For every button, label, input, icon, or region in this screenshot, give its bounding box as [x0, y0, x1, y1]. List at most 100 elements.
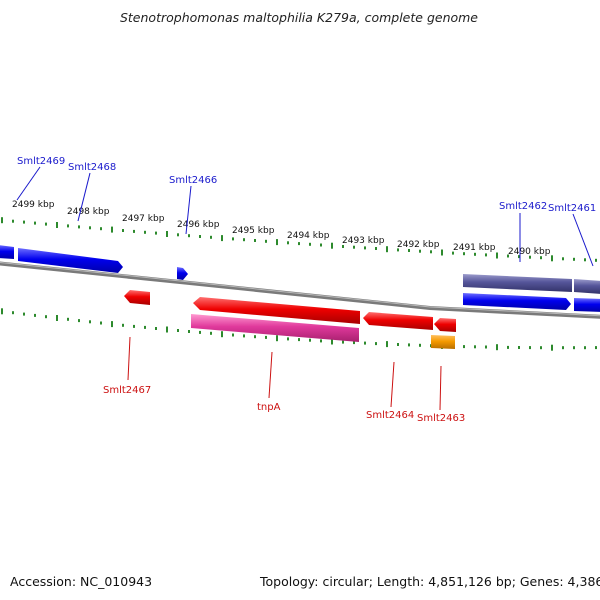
scale-bottom-tick [45, 315, 47, 319]
scale-top-tick [364, 246, 366, 250]
leader-tnpa [268, 351, 273, 399]
scale-bottom-tick [419, 343, 421, 347]
scale-bottom-tick [56, 315, 58, 321]
scale-top-tick [540, 256, 542, 260]
scale-top-tick [562, 257, 564, 261]
scale-top-tick [529, 255, 531, 259]
gene-label-smlt2467[interactable]: Smlt2467 [103, 385, 151, 396]
scale-bottom-tick [78, 319, 80, 323]
scale-top-tick [188, 234, 190, 238]
scale-top-tick [67, 224, 69, 228]
scale-top-tick [221, 235, 223, 242]
scale-top-tick [518, 255, 520, 259]
gene-label-smlt2463[interactable]: Smlt2463 [417, 413, 465, 424]
scale-top-tick [210, 235, 212, 239]
leader-smlt2464 [390, 361, 395, 408]
gene-label-smlt2468[interactable]: Smlt2468 [68, 162, 116, 173]
scale-top-tick [78, 225, 80, 229]
gene-label-smlt2466[interactable]: Smlt2466 [169, 175, 217, 186]
gene-arrow-smlt2468[interactable] [18, 248, 123, 273]
scale-top-tick [342, 245, 344, 248]
scale-top-tick [254, 239, 256, 242]
scale-top-tick [89, 226, 91, 230]
gene-box-smlt2461-rna[interactable] [574, 279, 600, 294]
scale-bottom-tick [595, 346, 597, 350]
gene-label-smlt2464[interactable]: Smlt2464 [366, 410, 414, 421]
scale-bottom-tick [166, 326, 168, 333]
genome-backbone-highlight [0, 262, 600, 317]
gene-arrow-smlt2463[interactable] [434, 318, 456, 332]
scale-label-2497: 2497 kbp [122, 214, 165, 224]
scale-top-tick [144, 230, 146, 234]
genome-backbone [0, 261, 600, 319]
scale-bottom-tick [34, 313, 36, 317]
scale-top-tick [287, 241, 289, 245]
scale-bottom-tick [221, 331, 223, 338]
gene-arrow-tnpa[interactable] [193, 297, 360, 324]
cds-box-tnpa[interactable] [191, 314, 359, 342]
scale-bottom-tick [89, 320, 91, 324]
scale-label-2492: 2492 kbp [397, 240, 440, 250]
scale-top-tick [551, 255, 553, 262]
scale-top-tick [155, 231, 157, 235]
scale-top-tick [595, 258, 597, 262]
scale-bottom-tick [463, 345, 465, 349]
scale-bottom-tick [232, 333, 234, 337]
leader-smlt2463 [439, 365, 442, 411]
scale-label-2496: 2496 kbp [177, 220, 220, 230]
scale-top-tick [309, 242, 311, 246]
gene-arrow-smlt2469[interactable] [0, 245, 14, 259]
gene-box-smlt2462-rna[interactable] [463, 274, 572, 292]
scale-bottom-tick [584, 346, 586, 350]
scale-label-2494: 2494 kbp [287, 231, 330, 241]
gene-label-smlt2469[interactable]: Smlt2469 [17, 156, 65, 167]
scale-bottom-tick [331, 338, 333, 345]
scale-bottom-tick [243, 334, 245, 338]
scale-top-tick [452, 251, 454, 255]
scale-bottom-tick [397, 343, 399, 346]
scale-top-tick [573, 257, 575, 261]
scale-bottom-tick [210, 331, 212, 335]
scale-top-tick [353, 245, 355, 249]
misc-box-smlt2463[interactable] [431, 335, 455, 349]
scale-bottom-tick [540, 346, 542, 350]
scale-bottom-tick [353, 341, 355, 345]
leader-smlt2466 [185, 185, 192, 235]
scale-top-tick [375, 247, 377, 250]
scale-top-tick [12, 219, 14, 223]
scale-top-tick [1, 217, 3, 224]
gene-arrow-smlt2467[interactable] [124, 290, 150, 305]
gene-arrow-smlt2462[interactable] [463, 293, 571, 310]
scale-bottom-tick [111, 321, 113, 328]
gene-label-smlt2461[interactable]: Smlt2461 [548, 203, 596, 214]
scale-bottom-tick [12, 311, 14, 315]
gene-arrow-smlt2466[interactable] [177, 267, 188, 280]
accession-text: Accession: NC_010943 [10, 574, 153, 589]
scale-top-tick [397, 248, 399, 252]
scale-label-2499: 2499 kbp [12, 200, 55, 210]
scale-top-tick [507, 254, 509, 258]
scale-bottom-tick [375, 342, 377, 346]
scale-bottom-tick [155, 327, 157, 330]
scale-top-tick [320, 243, 322, 247]
gene-arrow-smlt2461[interactable] [574, 298, 600, 312]
scale-top-tick [199, 235, 201, 238]
scale-bottom-tick [342, 340, 344, 344]
scale-bottom-tick [23, 312, 25, 316]
scale-label-2495: 2495 kbp [232, 226, 275, 236]
gene-label-tnpa[interactable]: tnpA [257, 402, 281, 413]
scale-top-tick [485, 253, 487, 257]
scale-bottom-tick [309, 338, 311, 342]
scale-ticks-top [1, 217, 597, 262]
gene-label-smlt2462[interactable]: Smlt2462 [499, 201, 547, 212]
topology-text: Topology: circular; Length: 4,851,126 bp… [260, 574, 600, 589]
scale-label-2491: 2491 kbp [453, 243, 496, 253]
gene-arrow-smlt2464[interactable] [363, 312, 433, 330]
scale-top-tick [166, 231, 168, 237]
scale-top-tick [331, 242, 333, 249]
scale-top-tick [430, 250, 432, 254]
scale-bottom-tick [287, 337, 289, 341]
leader-smlt2469 [16, 166, 41, 201]
scale-bottom-tick [177, 329, 179, 332]
